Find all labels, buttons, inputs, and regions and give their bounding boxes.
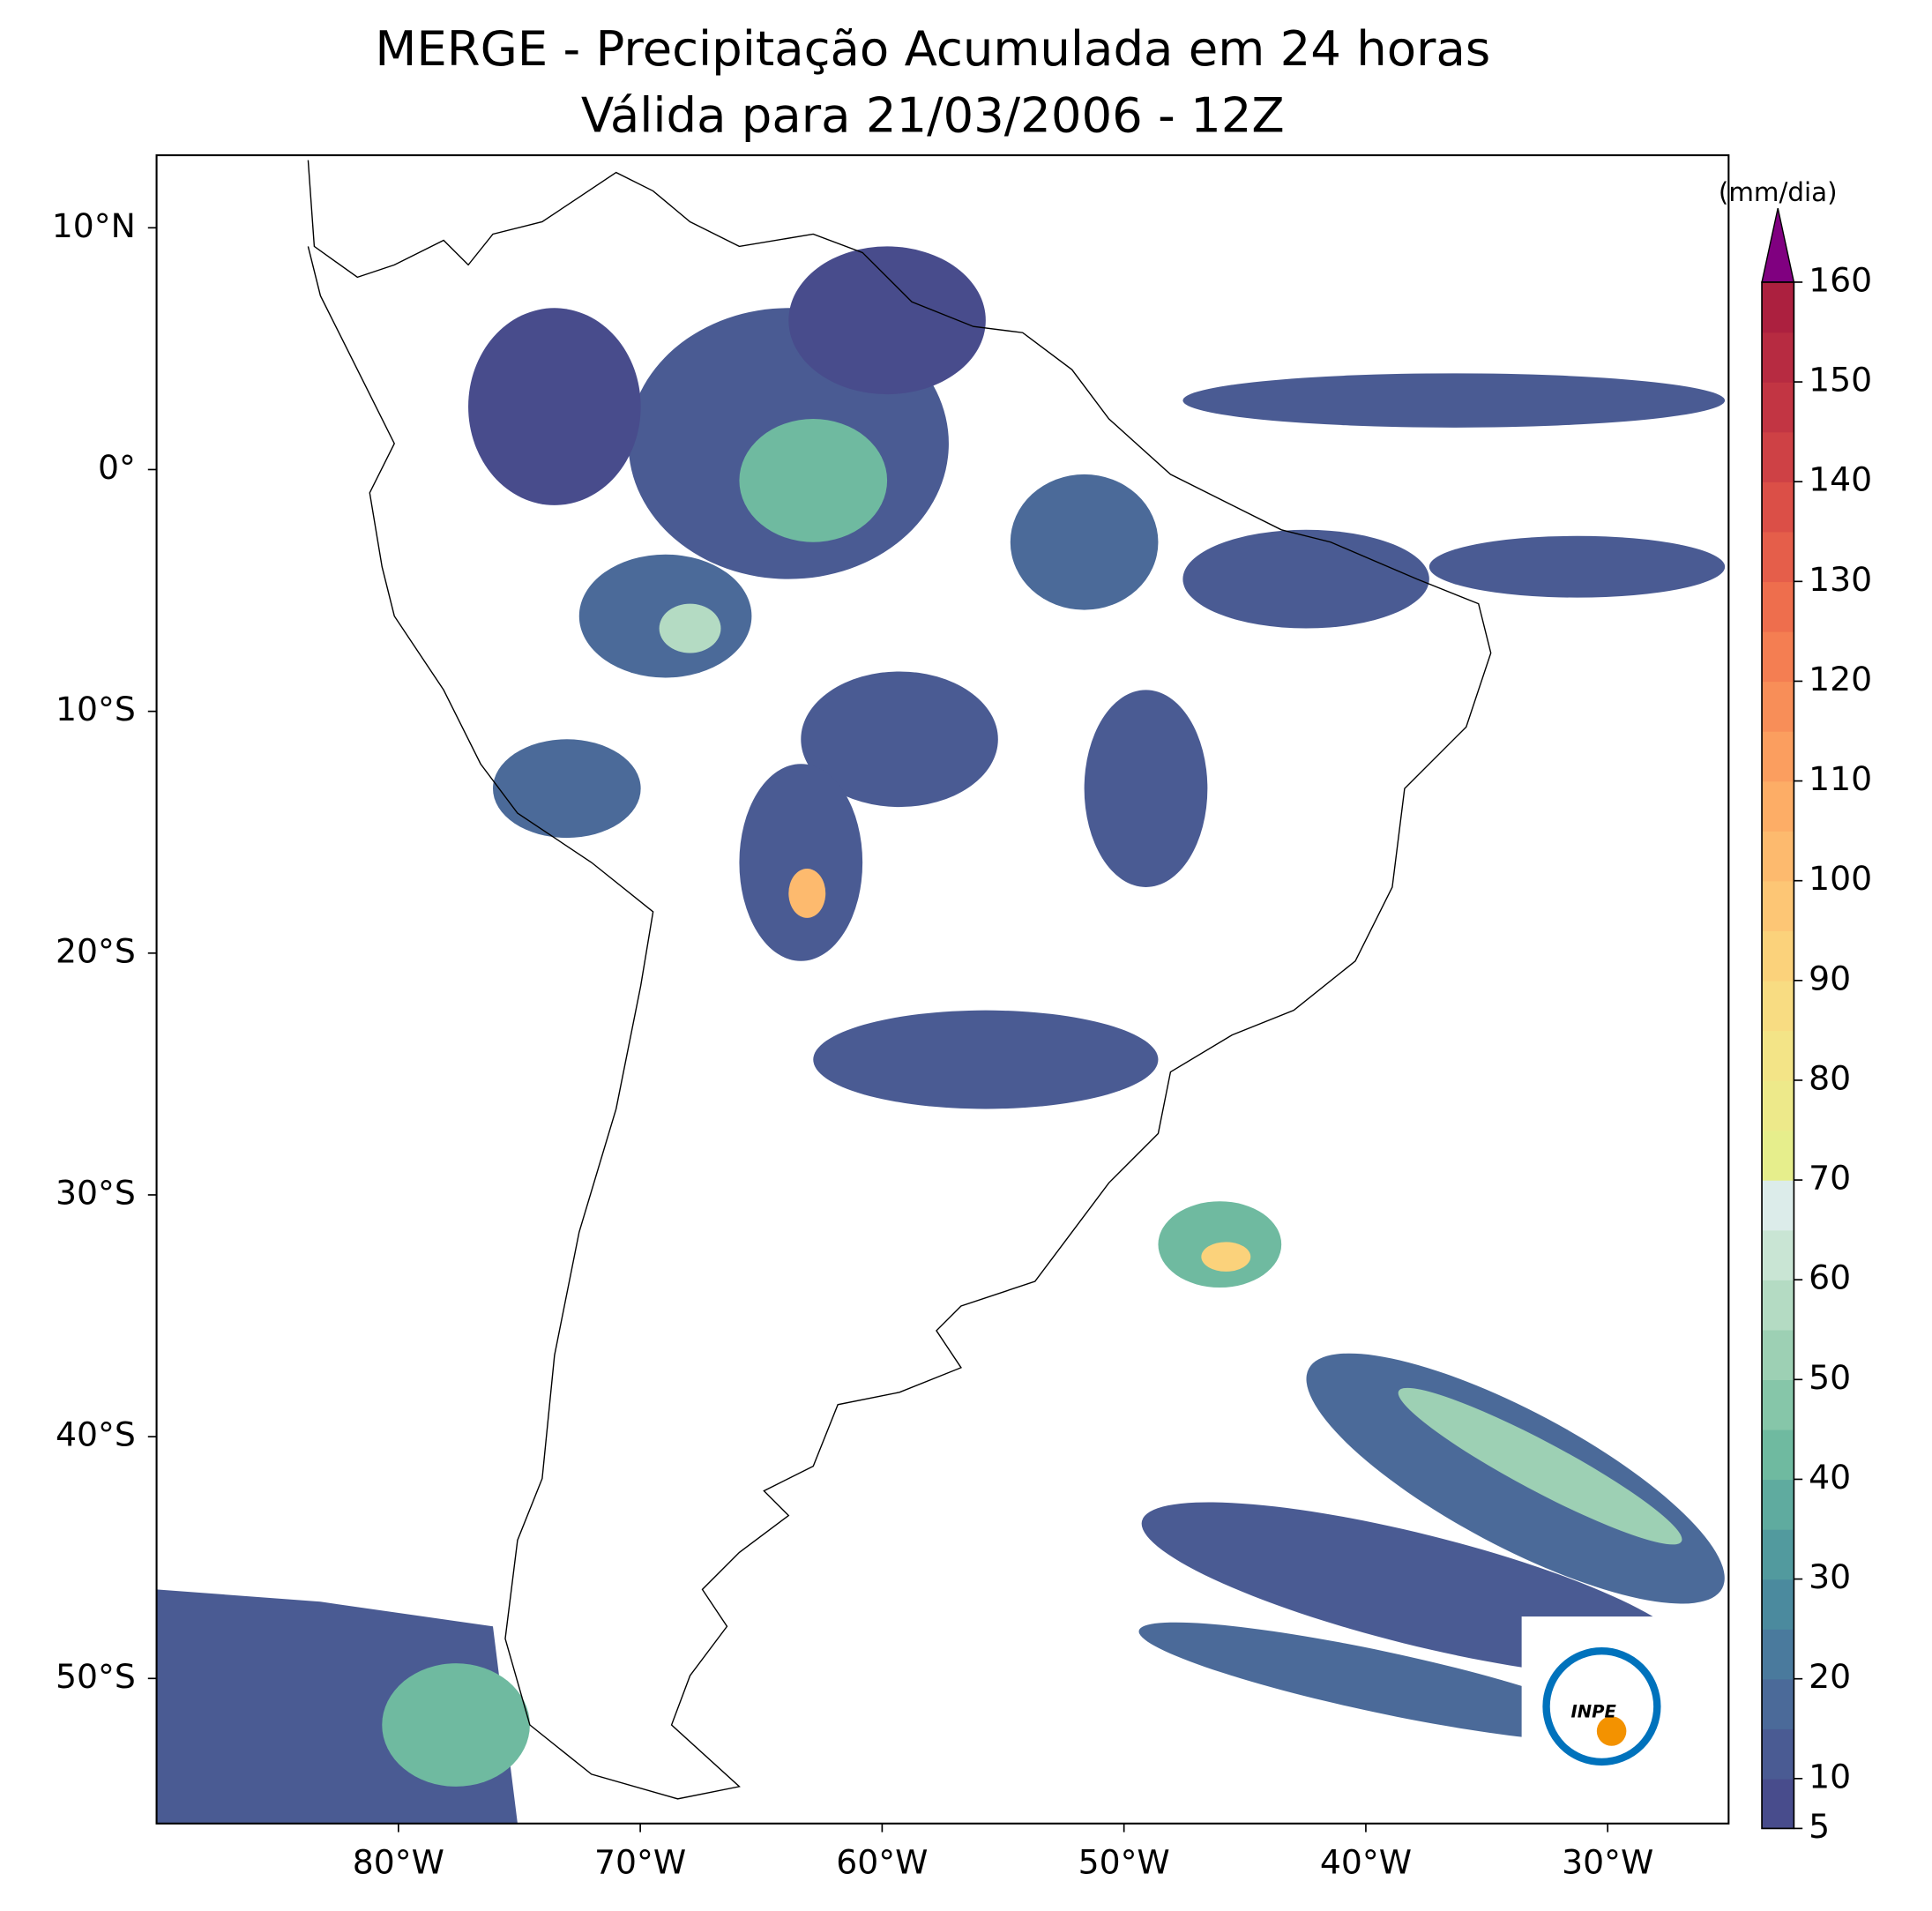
precip-area: [1182, 373, 1726, 428]
x-tick-label: 80°W: [353, 1842, 444, 1881]
colorbar-tick-label: 30: [1809, 1557, 1851, 1596]
y-tick-label: 50°S: [56, 1657, 136, 1696]
precip-area: [1201, 1242, 1251, 1272]
colorbar-tick-label: 60: [1809, 1258, 1851, 1297]
colorbar-band: [1762, 1778, 1794, 1830]
colorbar-band: [1762, 1280, 1794, 1331]
colorbar-tick-label: 20: [1809, 1657, 1851, 1696]
colorbar-tick-label: 90: [1809, 959, 1851, 997]
colorbar-frame: [1761, 281, 1795, 1830]
y-tick-label: 0°: [98, 448, 136, 487]
colorbar-band: [1762, 382, 1794, 433]
colorbar-band: [1762, 1180, 1794, 1231]
precip-area: [813, 1010, 1159, 1109]
colorbar-band: [1762, 731, 1794, 782]
colorbar-band: [1762, 980, 1794, 1032]
y-tick-label: 10°S: [56, 690, 136, 728]
precip-area: [1138, 1622, 1622, 1742]
precip-area: [739, 764, 863, 961]
precip-field: [156, 246, 1726, 1824]
colorbar-tick-label: 110: [1809, 759, 1872, 798]
colorbar-band: [1762, 631, 1794, 683]
title: MERGE - Precipitação Acumulada em 24 hor…: [375, 20, 1490, 77]
y-tick-label: 10°N: [52, 206, 136, 245]
x-tick-label: 60°W: [836, 1842, 928, 1881]
colorbar-band: [1762, 1079, 1794, 1131]
colorbar-tick-label: 100: [1809, 859, 1872, 898]
precip-area: [492, 739, 641, 839]
precip-area: [1428, 535, 1726, 598]
colorbar-band: [1762, 1379, 1794, 1430]
colorbar-band: [1762, 481, 1794, 533]
colorbar-tick-label: 80: [1809, 1058, 1851, 1097]
subtitle: Válida para 21/03/2006 - 12Z: [581, 86, 1285, 143]
precip-area: [468, 308, 641, 505]
colorbar-band: [1762, 831, 1794, 882]
colorbar-band: [1762, 1130, 1794, 1181]
colorbar-band: [1762, 780, 1794, 832]
colorbar-tick-label: 120: [1809, 660, 1872, 698]
x-tick-label: 30°W: [1562, 1842, 1653, 1881]
precip-area: [382, 1663, 530, 1787]
precip-area: [788, 869, 826, 918]
precip-area: [659, 603, 721, 653]
colorbar-band: [1762, 1529, 1794, 1580]
colorbar-band: [1762, 1678, 1794, 1729]
colorbar-tick-label: 140: [1809, 460, 1872, 499]
x-tick-label: 40°W: [1320, 1842, 1412, 1881]
logo-ring: [1542, 1647, 1661, 1766]
colorbar-band: [1762, 1429, 1794, 1481]
x-tick-label: 50°W: [1078, 1842, 1170, 1881]
colorbar-tick-label: 150: [1809, 361, 1872, 399]
colorbar-band: [1762, 681, 1794, 732]
precip-area: [739, 419, 888, 542]
logo-box: [1521, 1616, 1711, 1774]
colorbar-band: [1762, 1030, 1794, 1081]
colorbar-band: [1762, 1479, 1794, 1530]
colorbar-band: [1762, 581, 1794, 632]
y-tick-label: 40°S: [56, 1415, 136, 1454]
map-frame: [155, 153, 1730, 1825]
logo-text: INPE: [1571, 1702, 1617, 1722]
y-tick-label: 20°S: [56, 931, 136, 970]
x-tick-label: 70°W: [594, 1842, 686, 1881]
colorbar-band: [1762, 531, 1794, 583]
colorbar-band: [1762, 431, 1794, 482]
colorbar-band: [1762, 930, 1794, 982]
colorbar-band: [1762, 332, 1794, 383]
precip-area: [1010, 474, 1159, 610]
colorbar-tick-label: 70: [1809, 1159, 1851, 1198]
colorbar-band: [1762, 880, 1794, 931]
precip-area: [1084, 690, 1208, 887]
y-tick-label: 30°S: [56, 1173, 136, 1212]
logo-dot: [1596, 1716, 1627, 1746]
colorbar-tick-label: 130: [1809, 560, 1872, 599]
precip-area: [788, 246, 986, 395]
colorbar-tick-label: 50: [1809, 1358, 1851, 1397]
colorbar-tick-label: 10: [1809, 1757, 1851, 1795]
colorbar-tick-label: 160: [1809, 260, 1872, 299]
precip-area: [801, 671, 998, 808]
colorbar-band: [1762, 1629, 1794, 1680]
colorbar-tick-label: 40: [1809, 1458, 1851, 1497]
colorbar-band: [1762, 1728, 1794, 1780]
precip-area: [1398, 1387, 1682, 1545]
coastline: [307, 160, 1492, 1800]
colorbar-band: [1762, 1229, 1794, 1280]
colorbar-band: [1762, 281, 1794, 333]
colorbar-label: (mm/dia): [1719, 177, 1838, 207]
colorbar-band: [1762, 1579, 1794, 1630]
colorbar-band: [1762, 1329, 1794, 1381]
colorbar-tick-label: 5: [1809, 1807, 1830, 1846]
precip-area: [1182, 529, 1429, 629]
